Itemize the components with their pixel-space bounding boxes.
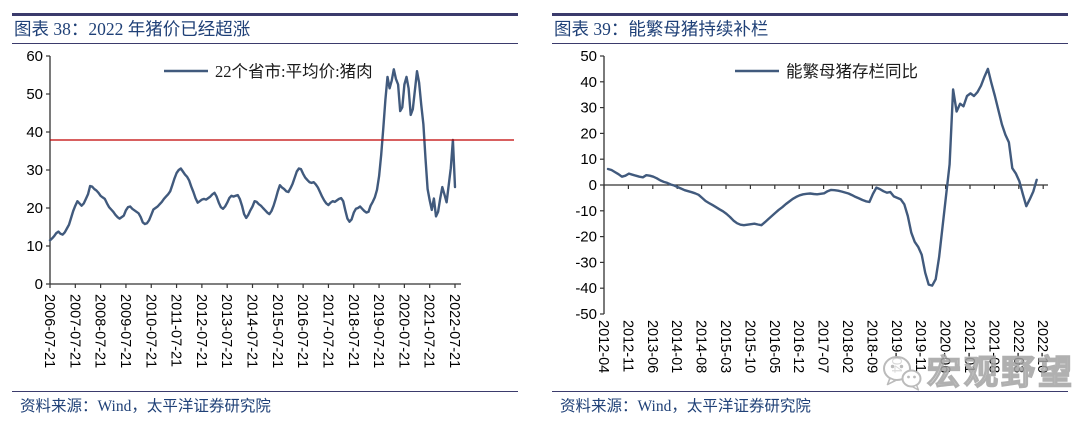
y-tick-label: 20 [580, 125, 597, 142]
title-divider-rule [552, 43, 1068, 44]
y-tick-label: -20 [575, 229, 597, 246]
x-tick-label: 2013-07-21 [218, 294, 234, 368]
x-tick-label: 2014-07-21 [244, 294, 260, 368]
y-tick-label: 60 [26, 48, 43, 65]
x-tick-label: 2011-07-21 [168, 294, 184, 367]
x-tick-label: 2010-07-21 [142, 294, 158, 368]
x-tick-label: 2020-07-21 [395, 294, 411, 368]
y-tick-label: -10 [575, 203, 597, 220]
x-tick-label: 2015-10 [741, 320, 757, 373]
x-tick-label: 2008-07-21 [92, 294, 108, 368]
x-tick-label: 2021-01 [961, 320, 977, 373]
x-tick-label: 2013-06 [644, 320, 660, 373]
y-tick-label: -50 [575, 306, 597, 323]
x-tick-label: 2022-07-21 [446, 294, 462, 368]
figure-39-source: 资料来源：Wind，太平洋证券研究院 [560, 398, 811, 415]
series-line [606, 67, 1038, 287]
x-tick-label: 2019-04 [888, 320, 904, 373]
y-tick-label: 30 [26, 162, 43, 179]
x-tick-label: 2012-11 [619, 320, 635, 372]
y-tick-label: 0 [589, 177, 597, 194]
x-tick-label: 2017-07-21 [319, 294, 335, 368]
figure-38-title: 图表 38：2022 年猪价已经超涨 [14, 19, 251, 39]
x-tick-label: 2018-09 [863, 320, 879, 373]
legend-label: 22个省市:平均价:猪肉 [215, 62, 373, 81]
footer-divider-rule [552, 391, 1068, 392]
y-tick-label: 30 [580, 100, 597, 117]
y-tick-label: 50 [26, 86, 43, 103]
x-tick-label: 2012-04 [595, 320, 611, 373]
x-tick-label: 2006-07-21 [41, 294, 57, 368]
panel-top-rule [552, 13, 1068, 16]
y-tick-label: 40 [26, 124, 43, 141]
x-tick-label: 2016-05 [766, 320, 782, 373]
x-tick-label: 2016-12 [790, 320, 806, 373]
y-tick-label: -30 [575, 254, 597, 271]
y-tick-label: 20 [26, 200, 43, 217]
legend-label: 能繁母猪存栏同比 [786, 62, 918, 81]
x-tick-label: 2014-01 [668, 320, 684, 373]
title-divider-rule [12, 43, 518, 44]
x-tick-label: 2009-07-21 [117, 294, 133, 368]
y-tick-label: -40 [575, 280, 597, 297]
footer-divider-rule [12, 391, 518, 392]
x-tick-label: 2022-10 [1034, 320, 1050, 373]
x-tick-label: 2015-07-21 [269, 294, 285, 368]
x-tick-label: 2018-02 [839, 320, 855, 373]
x-tick-label: 2014-08 [693, 320, 709, 373]
panel-top-rule [12, 13, 518, 16]
y-tick-label: 0 [35, 276, 43, 293]
x-tick-label: 2007-07-21 [66, 294, 82, 368]
x-tick-label: 2018-07-21 [345, 294, 361, 368]
x-tick-label: 2020-06 [937, 320, 953, 373]
x-tick-label: 2022-03 [1010, 320, 1026, 373]
pork-price-chart: 0 10 20 30 40 50 60 2006-07-21 2007-07-21 2008-07… [26, 48, 514, 368]
x-tick-label: 2021-07-21 [421, 294, 437, 368]
sow-inventory-yoy-chart: -50 -40 -30 -20 -10 0 10 20 30 40 50 2012-04 2012-11… [575, 48, 1050, 373]
figure-39-title: 图表 39：能繁母猪持续补栏 [554, 19, 769, 39]
x-tick-label: 2019-07-21 [370, 294, 386, 368]
y-tick-label: 10 [26, 238, 43, 255]
series-line [48, 68, 457, 242]
y-tick-label: 50 [580, 48, 597, 65]
x-tick-label: 2019-11 [912, 320, 928, 372]
x-tick-label: 2016-07-21 [294, 294, 310, 368]
x-tick-label: 2021-08 [985, 320, 1001, 373]
figure-39-panel: 图表 39：能繁母猪持续补栏 -50 -40 -30 -20 -10 0 10 20 30 40 5… [552, 13, 1068, 418]
figure-38-panel: 图表 38：2022 年猪价已经超涨 0 10 20 30 40 50 60 2006-07-… [12, 13, 518, 418]
figure-38-source: 资料来源：Wind，太平洋证券研究院 [20, 398, 271, 415]
y-tick-label: 10 [580, 151, 597, 168]
y-tick-label: 40 [580, 74, 597, 91]
x-tick-label: 2015-03 [717, 320, 733, 373]
x-tick-label: 2012-07-21 [193, 294, 209, 368]
x-tick-label: 2017-07 [815, 320, 831, 373]
